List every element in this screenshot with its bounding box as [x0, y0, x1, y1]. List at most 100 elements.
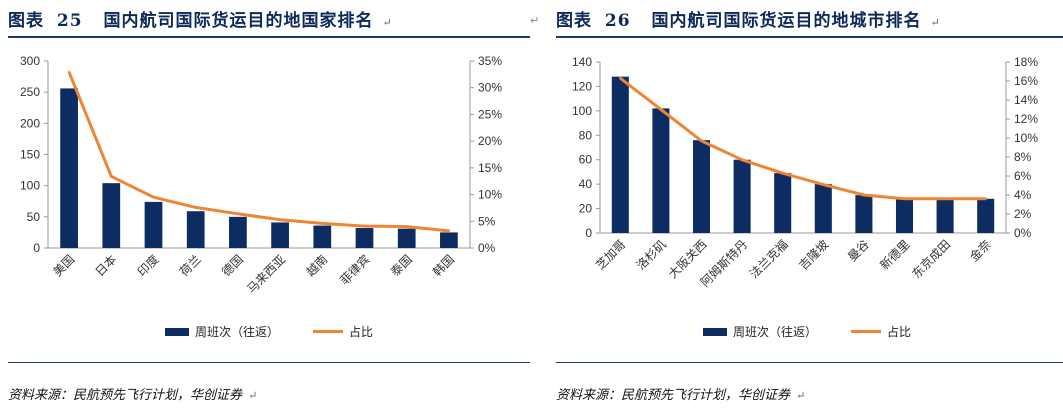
- left-title-number: 25: [56, 11, 83, 31]
- left-bar-6: [271, 222, 289, 248]
- right-y-right-tick-label: 0%: [1014, 226, 1032, 240]
- left-share-point-5: [236, 212, 240, 216]
- right-bar-6: [814, 184, 832, 233]
- left-legend: 周班次（往返） 占比: [165, 323, 407, 340]
- left-share-point-10: [447, 229, 451, 233]
- right-share-point-3: [700, 139, 703, 143]
- right-share-point-7: [862, 193, 866, 197]
- left-y-right-tick-label: 20%: [478, 134, 502, 148]
- right-y-right-tick-label: 2%: [1014, 207, 1032, 221]
- left-bar-1: [60, 88, 78, 248]
- right-legend-bar-label: 周班次（往返）: [733, 325, 818, 339]
- right-y-left-tick-label: 20: [579, 202, 593, 216]
- left-x-tick-label: 印度: [134, 252, 162, 280]
- right-share-point-5: [781, 171, 784, 175]
- right-x-tick-label: 芝加哥: [592, 237, 628, 273]
- right-source-divider: [556, 362, 1063, 363]
- left-y-left-tick-label: 150: [20, 148, 40, 162]
- left-y-left-tick-label: 250: [20, 85, 40, 99]
- right-figure-title: 图表 26 国内航司国际货运目的地城市排名 ↵: [556, 6, 941, 31]
- left-legend-bar-item: 周班次（往返）: [165, 323, 279, 340]
- left-title-return-mark: ↵: [382, 16, 393, 29]
- left-legend-line-swatch: [313, 330, 344, 333]
- left-share-point-6: [278, 218, 282, 221]
- left-bar-9: [397, 228, 416, 248]
- right-bar-8: [895, 198, 914, 233]
- right-share-point-4: [740, 158, 744, 162]
- left-x-tick-label: 荷兰: [177, 252, 204, 279]
- right-y-left-tick-label: 80: [579, 128, 593, 142]
- left-y-right-tick-label: 35%: [478, 54, 502, 68]
- right-x-tick-label: 曼谷: [845, 237, 872, 264]
- left-x-tick-label: 日本: [93, 252, 120, 279]
- right-title-return-mark: ↵: [930, 16, 941, 29]
- left-y-left-tick-label: 200: [20, 116, 40, 130]
- right-y-right-tick-label: 16%: [1014, 74, 1038, 88]
- right-legend-line-item: 占比: [851, 323, 911, 340]
- right-bar-5: [774, 173, 792, 233]
- right-legend-bar-swatch: [703, 327, 727, 336]
- left-x-tick-label: 美国: [50, 252, 77, 279]
- right-y-left-tick-label: 140: [572, 55, 592, 69]
- left-x-tick-label: 越南: [303, 252, 331, 280]
- left-x-tick-label: 德国: [218, 252, 246, 280]
- right-y-left-tick-label: 60: [579, 153, 593, 167]
- panel-separator-return-mark: ↵: [530, 14, 540, 27]
- right-y-left-tick-label: 100: [572, 104, 592, 118]
- right-x-tick-label: 新德里: [877, 237, 913, 273]
- left-y-right-tick-label: 30%: [478, 81, 502, 95]
- right-bar-2: [652, 108, 670, 233]
- right-y-left-tick-label: 40: [579, 177, 593, 191]
- right-x-tick-label: 金奈: [966, 237, 994, 265]
- right-share-point-10: [984, 197, 987, 200]
- left-source-note: 资料来源：民航预先飞行计划，华创证券 ↵: [8, 384, 257, 403]
- left-bar-3: [144, 201, 163, 248]
- right-title-divider: [556, 36, 1063, 38]
- right-legend-line-swatch: [851, 330, 882, 333]
- left-share-point-1: [67, 71, 71, 74]
- left-legend-bar-label: 周班次（往返）: [195, 325, 280, 339]
- right-legend-line-label: 占比: [887, 325, 912, 339]
- left-chart: 0 50 100 150 200 250 300 0% 5% 10% 15% 20% 25% 30% 35%…: [20, 54, 502, 296]
- left-bar-4: [186, 211, 205, 248]
- right-y-right-tick-label: 18%: [1014, 55, 1038, 69]
- left-y-left-tick-label: 100: [20, 179, 40, 193]
- right-figure-panel: 图表 26 国内航司国际货运目的地城市排名 ↵ 0 20 40 60 80 100 120 1…: [548, 0, 1063, 413]
- left-bar-8: [355, 228, 374, 248]
- right-share-line: [619, 77, 986, 201]
- right-y-right-tick-label: 6%: [1014, 169, 1032, 183]
- left-legend-line-label: 占比: [349, 325, 374, 339]
- right-source-return-mark: ↵: [796, 389, 806, 402]
- right-chart: 0 20 40 60 80 100 120 140 0% 2% 4% 6% 8% 10% 12% 14% 16%…: [572, 55, 1038, 290]
- right-y-left-tick-label: 0: [585, 226, 592, 240]
- left-figure-title: 图表 25 国内航司国际货运目的地国家排名 ↵: [8, 6, 393, 31]
- left-title-text: 国内航司国际货运目的地国家排名: [103, 11, 374, 31]
- right-x-tick-label: 法兰克福: [746, 237, 791, 282]
- left-legend-line-item: 占比: [313, 323, 373, 340]
- left-source-divider: [8, 362, 530, 363]
- right-x-tick-label: 东京成田: [909, 237, 953, 281]
- left-y-right-tick-label: 25%: [478, 107, 502, 121]
- right-share-point-1: [619, 76, 622, 80]
- left-legend-bar-swatch: [165, 327, 189, 336]
- left-x-tick-label: 泰国: [388, 252, 415, 279]
- right-title-text: 国内航司国际货运目的地城市排名: [651, 11, 922, 31]
- left-bar-10: [440, 232, 458, 248]
- left-share-point-3: [152, 196, 155, 199]
- left-figure-panel: 图表 25 国内航司国际货运目的地国家排名 ↵ 0 50 100 150 200 250 3…: [0, 0, 530, 413]
- left-share-point-2: [110, 175, 113, 178]
- left-share-point-9: [405, 225, 408, 228]
- right-legend-bar-item: 周班次（往返）: [703, 323, 817, 340]
- left-y-right-tick-label: 10%: [478, 188, 502, 202]
- left-share-line: [67, 71, 450, 233]
- left-share-point-7: [321, 222, 324, 225]
- left-bar-5: [229, 216, 247, 248]
- left-x-tick-label: 韩国: [429, 252, 457, 280]
- left-y-right-tick-label: 0%: [478, 241, 496, 255]
- right-share-point-9: [943, 197, 947, 200]
- right-bar-9: [936, 198, 954, 233]
- right-y-right-tick-label: 12%: [1014, 112, 1038, 126]
- left-y-right-tick-label: 15%: [478, 161, 502, 175]
- left-y-left-tick-label: 50: [27, 210, 41, 224]
- left-share-point-4: [194, 206, 197, 209]
